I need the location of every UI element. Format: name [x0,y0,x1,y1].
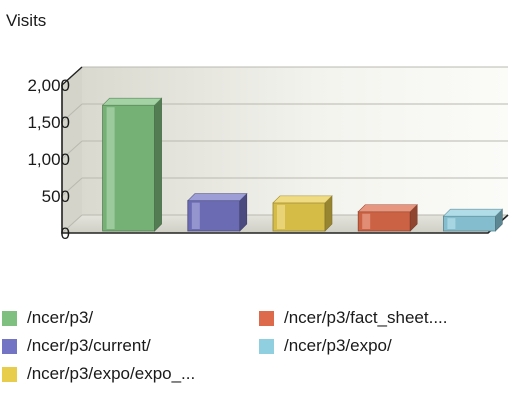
legend-label: /ncer/p3/fact_sheet.... [284,308,448,327]
bar-side [154,97,162,232]
y-tick-label: 0 [61,224,70,243]
gridline-depth [61,177,83,197]
y-tick-label: 500 [42,187,70,206]
y-tick-label: 1,000 [27,150,70,169]
legend-label: /ncer/p3/expo/expo_... [27,364,196,383]
legend-item: /ncer/p3/current/ [2,334,151,358]
axis-line-top [61,66,83,86]
legend-label: /ncer/p3/expo/ [284,336,392,355]
bar-top [357,204,418,213]
y-tick-label: 2,000 [27,76,70,95]
legend-item: /ncer/p3/expo/expo_... [2,362,195,386]
legend-label: /ncer/p3/ [27,308,94,327]
chart-svg: 2,000 1,500 1,000 500 0 Visits [6,11,509,243]
gridline-depth [61,214,83,234]
gridline-depth [61,140,83,160]
y-axis-label: Visits [6,11,46,30]
legend-swatch [259,338,274,354]
bar-highlight [362,213,371,229]
gridline-depth [61,103,83,123]
legend: /ncer/p3/ /ncer/p3/current/ /ncer/p3/exp… [0,306,526,392]
legend-item: /ncer/p3/fact_sheet.... [259,306,447,330]
bar-highlight [106,107,115,229]
legend-swatch [259,310,274,326]
bar-top [442,208,504,217]
legend-item: /ncer/p3/expo/ [259,334,392,358]
legend-label: /ncer/p3/current/ [27,336,151,355]
bar-highlight [447,218,456,229]
bar-highlight [191,202,200,229]
bar-top [272,195,333,204]
bar-highlight [277,204,285,229]
legend-swatch [2,310,17,326]
legend-item: /ncer/p3/ [2,306,93,330]
y-tick-label: 1,500 [27,113,70,132]
legend-swatch [2,366,17,382]
bar-top [187,193,248,201]
bar-top [101,97,163,106]
legend-swatch [2,338,17,354]
